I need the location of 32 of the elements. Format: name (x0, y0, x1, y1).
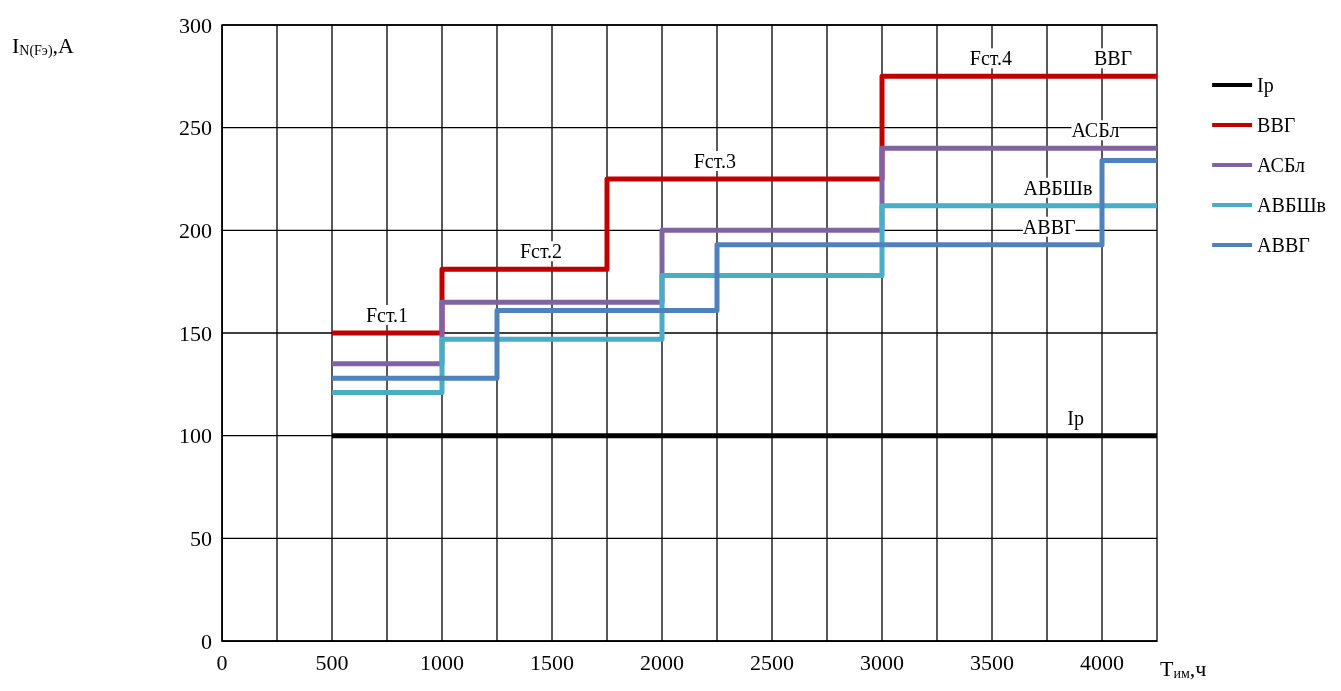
y-axis-title: IN(Fэ),А (12, 32, 75, 59)
x-tick-label: 2500 (750, 649, 794, 675)
y-tick-label: 150 (179, 320, 212, 346)
y-tick-label: 0 (201, 628, 212, 654)
y-tick-label: 50 (190, 525, 212, 551)
x-tick-label: 1500 (530, 649, 574, 675)
legend-label: АВБШв (1257, 194, 1326, 216)
y-tick-label: 250 (179, 115, 212, 141)
annotation: Fст.3 (693, 150, 736, 172)
x-axis-title: Tим,ч (1160, 655, 1207, 681)
x-tick-label: 2000 (640, 649, 684, 675)
legend-label: Ip (1257, 74, 1274, 97)
legend-label: АВВГ (1257, 234, 1310, 256)
y-tick-label: 100 (179, 423, 212, 449)
legend-label: АСБл (1257, 154, 1306, 176)
x-tick-label: 500 (315, 649, 349, 675)
annotation: Fст.2 (519, 240, 563, 263)
annotation: АВВГ (1022, 215, 1076, 238)
x-tick-label: 3000 (860, 649, 904, 675)
x-tick-label: 0 (216, 649, 228, 675)
annotation: Fст.4 (969, 47, 1013, 70)
y-tick-label: 300 (179, 12, 212, 38)
annotation: Fст.1 (365, 304, 409, 326)
x-tick-label: 3500 (970, 649, 1014, 675)
legend-label: ВВГ (1257, 114, 1296, 136)
annotation: АСБл (1071, 119, 1120, 142)
x-tick-label: 1000 (420, 649, 464, 675)
y-tick-label: 200 (179, 217, 212, 243)
annotation: АВБШв (1023, 176, 1093, 199)
annotation: Ip (1067, 406, 1084, 430)
annotation: ВВГ (1093, 47, 1133, 70)
x-tick-label: 4000 (1080, 649, 1124, 675)
